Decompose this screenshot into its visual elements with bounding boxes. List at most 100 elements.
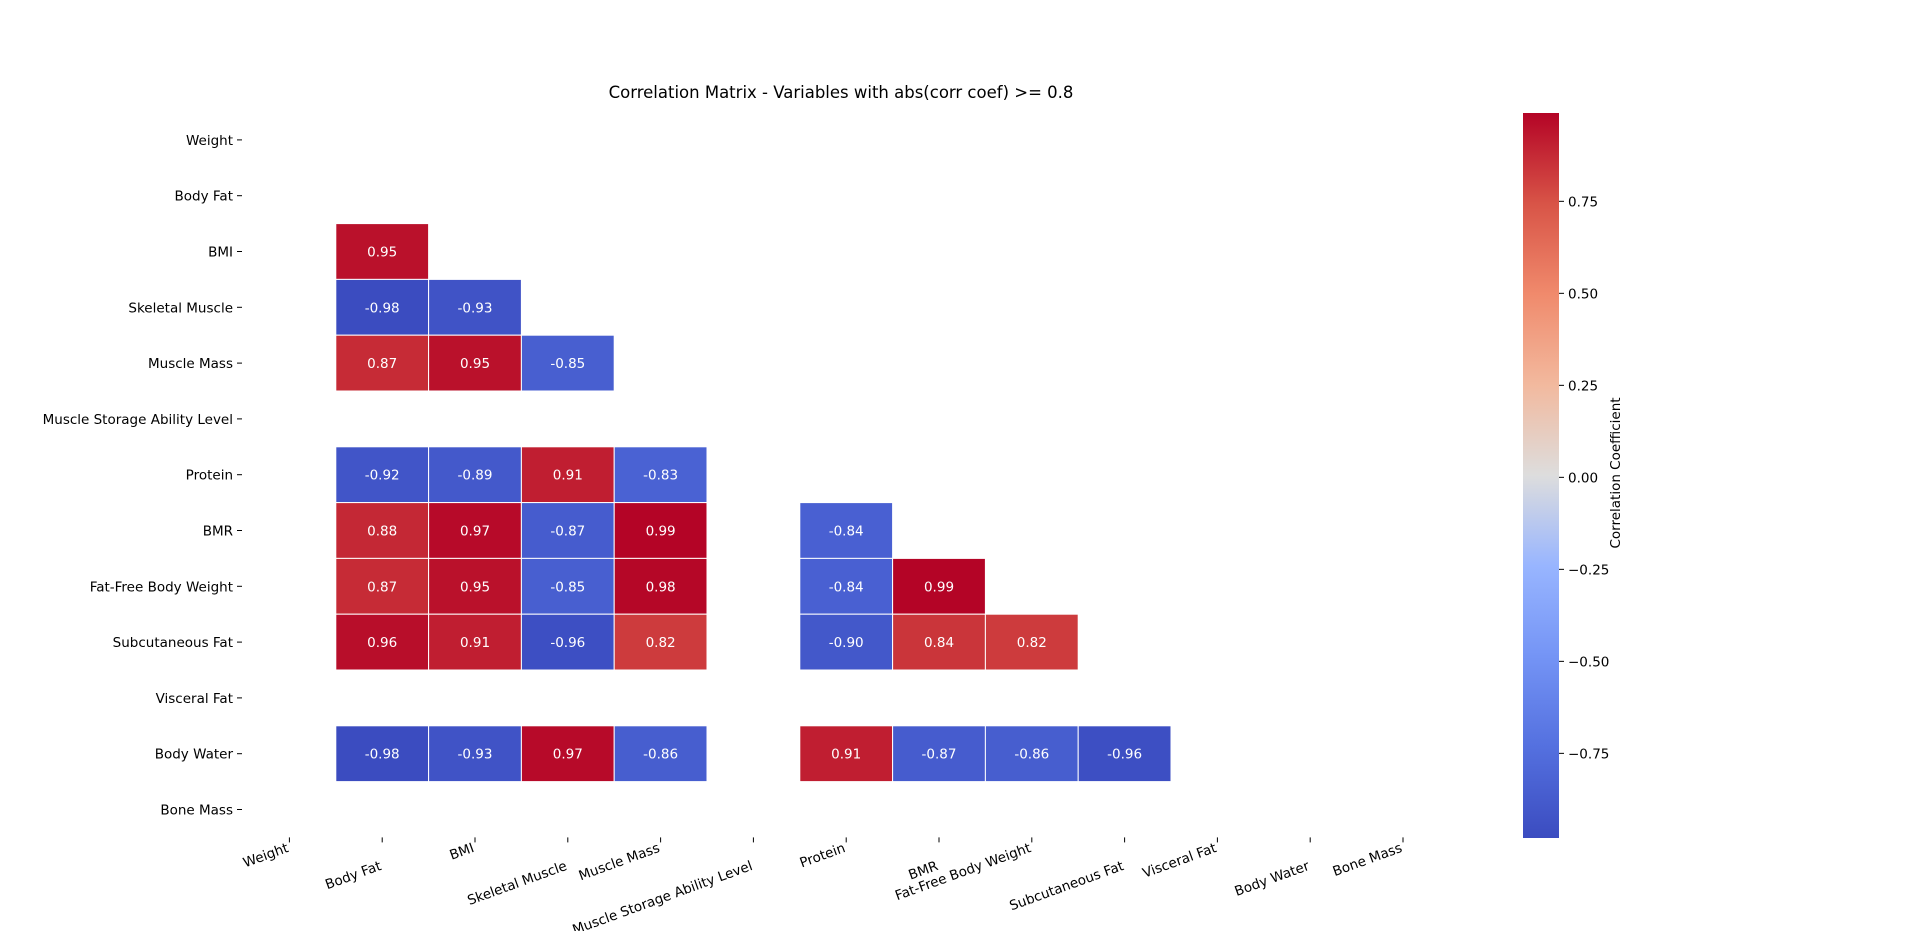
heatmap-cell (335, 223, 430, 280)
y-tick-label: Skeletal Muscle (128, 300, 233, 316)
x-tick-label: BMI (448, 840, 477, 864)
colorbar-tick-label: 0.00 (1568, 470, 1598, 486)
cell-value-label: -0.85 (550, 356, 585, 372)
cell-value-label: -0.93 (458, 747, 493, 763)
heatmap-cell (613, 725, 708, 783)
heatmap-cell (1077, 725, 1172, 783)
x-tick-label: Weight (241, 840, 291, 871)
cell-value-label: 0.95 (460, 356, 490, 372)
heatmap-cell (892, 725, 986, 783)
colorbar-tick-label: −0.75 (1568, 746, 1609, 762)
cell-value-label: -0.98 (365, 300, 400, 316)
heatmap-cell (335, 725, 430, 783)
x-tick-label: Body Water (1233, 858, 1312, 900)
heatmap-cell (799, 502, 894, 559)
heatmap-cell (984, 725, 1079, 783)
cell-value-label: 0.87 (367, 579, 397, 595)
cell-value-label: -0.92 (365, 468, 400, 484)
y-tick-label: BMR (203, 524, 233, 540)
heatmap-cell (428, 557, 522, 615)
y-tick-label: BMI (208, 245, 233, 261)
cell-value-label: 0.96 (367, 635, 397, 651)
y-tick-label: Protein (186, 468, 233, 484)
colorbar-tick-label: −0.50 (1568, 654, 1609, 670)
heatmap-cell (613, 613, 708, 671)
heatmap-cell (984, 613, 1079, 671)
heatmap-cell (335, 334, 430, 392)
cell-value-label: -0.83 (643, 468, 678, 484)
cell-value-label: -0.84 (829, 579, 864, 595)
cell-value-label: -0.98 (365, 747, 400, 763)
colorbar-tick-label: 0.75 (1568, 194, 1598, 210)
cell-value-label: 0.95 (460, 579, 490, 595)
cell-value-label: 0.99 (924, 579, 954, 595)
cell-value-label: 0.91 (460, 635, 490, 651)
cell-value-label: 0.87 (367, 356, 397, 372)
y-tick-label: Body Water (155, 747, 234, 763)
heatmap-cell (428, 278, 522, 336)
y-axis: Weight Body Fat BMI Skeletal Muscle Muscle M… (43, 133, 242, 819)
y-tick-label: Visceral Fat (156, 691, 233, 707)
cell-value-label: 0.97 (460, 524, 490, 540)
cell-value-label: -0.93 (458, 300, 493, 316)
y-tick-label: Bone Mass (160, 803, 233, 819)
cell-value-label: 0.99 (646, 524, 676, 540)
cell-value-label: -0.87 (550, 524, 585, 540)
cell-value-label: -0.87 (922, 747, 957, 763)
heatmap-cell (520, 334, 615, 392)
colorbar-label: Correlation Coefficient (1608, 397, 1624, 548)
heatmap-cell (428, 613, 522, 671)
cell-value-label: -0.85 (550, 579, 585, 595)
cell-value-label: 0.97 (553, 747, 583, 763)
heatmap-cell (892, 557, 986, 615)
cell-value-label: -0.84 (829, 524, 864, 540)
heatmap-cell (799, 557, 894, 615)
heatmap-cell (613, 446, 708, 504)
y-tick-label: Muscle Storage Ability Level (43, 412, 233, 428)
heatmap-cell (335, 557, 430, 615)
y-tick-label: Muscle Mass (148, 356, 233, 372)
x-tick-label: Visceral Fat (1141, 840, 1219, 882)
heatmap-cell (335, 278, 430, 336)
heatmap-cell (428, 446, 522, 504)
cell-value-label: -0.96 (550, 635, 585, 651)
chart-title: Correlation Matrix - Variables with abs(… (609, 83, 1074, 102)
heatmap-cell (520, 557, 615, 615)
cell-value-label: 0.82 (646, 635, 676, 651)
cell-value-label: 0.91 (553, 468, 583, 484)
colorbar-tick-label: −0.25 (1568, 562, 1609, 578)
x-tick-label: Skeletal Muscle (465, 858, 569, 909)
cell-value-label: 0.82 (1017, 635, 1047, 651)
colorbar-gradient (1523, 113, 1559, 838)
heatmap-cell (335, 613, 430, 671)
cell-value-label: 0.95 (367, 245, 397, 261)
cell-value-label: 0.91 (831, 747, 861, 763)
heatmap-cell-labels: 0.95 -0.98 -0.93 0.87 0.95 -0.85 -0.92 -0.89 0.9… (365, 245, 1142, 763)
x-tick-label: Muscle Mass (577, 840, 662, 884)
cell-value-label: -0.89 (458, 468, 493, 484)
cell-value-label: -0.90 (829, 635, 864, 651)
x-tick-label: Bone Mass (1331, 840, 1405, 880)
cell-value-label: -0.86 (1014, 747, 1049, 763)
x-tick-label: Subcutaneous Fat (1007, 858, 1126, 914)
y-tick-label: Subcutaneous Fat (113, 635, 233, 651)
cell-value-label: 0.98 (646, 579, 676, 595)
y-tick-label: Body Fat (175, 189, 233, 205)
heatmap-cell (428, 502, 522, 559)
heatmap-cell (520, 725, 615, 783)
x-tick-label: Body Fat (323, 858, 383, 893)
x-tick-label: Protein (798, 840, 848, 871)
heatmap-cell (613, 557, 708, 615)
heatmap-cell (428, 334, 522, 392)
colorbar-tick-label: 0.25 (1568, 378, 1598, 394)
colorbar: 0.75 0.50 0.25 0.00 −0.25 −0.50 −0.75 (1523, 113, 1609, 838)
y-tick-label: Weight (186, 133, 233, 149)
heatmap-cells (335, 223, 1172, 783)
heatmap-cell (892, 613, 986, 671)
cell-value-label: 0.88 (367, 524, 397, 540)
colorbar-tick-label: 0.50 (1568, 286, 1598, 302)
cell-value-label: 0.84 (924, 635, 954, 651)
